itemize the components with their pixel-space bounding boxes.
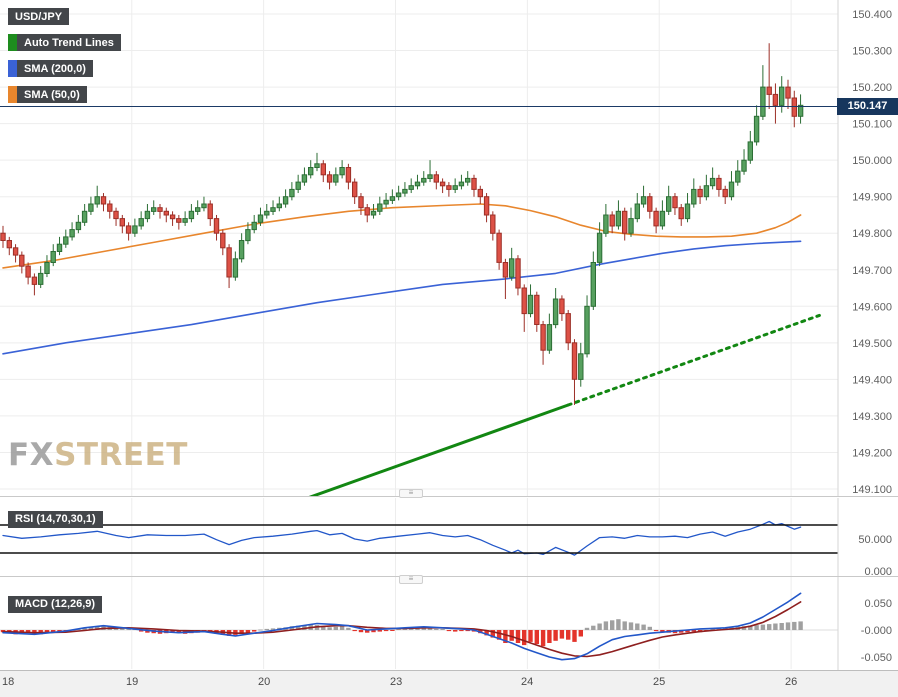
svg-text:149.900: 149.900 [852,192,892,204]
time-axis[interactable]: 18 19 20 23 24 25 26 [0,670,898,697]
macd-line [2,592,802,661]
svg-text:0.000: 0.000 [864,566,892,577]
overlay-badge-auto-trend-lines[interactable]: Auto Trend Lines [8,34,121,51]
sma-50-label: SMA (50,0) [17,86,87,103]
sma-200-line [2,240,802,355]
svg-text:149.300: 149.300 [852,411,892,423]
svg-text:149.500: 149.500 [852,338,892,350]
sma-200-color-chip [8,60,17,77]
price-gridlines [0,0,838,496]
panel-resize-handle-macd[interactable]: ≡ [399,575,423,584]
watermark-fx-text: FX [8,437,55,473]
svg-text:149.600: 149.600 [852,301,892,313]
macd-indicator-badge[interactable]: MACD (12,26,9) [8,596,103,613]
svg-text:0.050: 0.050 [864,598,892,610]
time-axis-label: 18 [2,676,15,688]
rsi-panel[interactable]: 50.000 0.000 [0,498,898,577]
macd-histogram [0,619,803,647]
time-axis-label: 24 [521,676,534,688]
svg-text:-0.050: -0.050 [861,652,892,664]
svg-text:149.200: 149.200 [852,447,892,459]
candlesticks [0,43,804,405]
symbol-badge[interactable]: USD/JPY [8,8,70,25]
time-axis-label: 23 [390,676,403,688]
svg-text:150.400: 150.400 [852,9,892,21]
svg-text:50.000: 50.000 [858,534,892,546]
svg-text:149.700: 149.700 [852,265,892,277]
svg-text:150.000: 150.000 [852,155,892,167]
symbol-label: USD/JPY [8,8,70,25]
watermark-street-text: STREET [54,437,188,473]
svg-text:149.800: 149.800 [852,228,892,240]
auto-trend-line [305,313,821,497]
fxstreet-watermark: FXSTREET [8,437,188,473]
panel-resize-handle-rsi[interactable]: ≡ [399,489,423,498]
svg-text:149.400: 149.400 [852,374,892,386]
svg-text:150.200: 150.200 [852,82,892,94]
macd-axis-labels: 0.050 -0.000 -0.050 [861,598,892,664]
chart-legend: USD/JPY Auto Trend Lines SMA (200,0) SMA… [8,8,121,112]
overlay-badge-sma-200[interactable]: SMA (200,0) [8,60,93,77]
time-axis-label: 19 [126,676,139,688]
svg-text:150.300: 150.300 [852,46,892,58]
sma-50-color-chip [8,86,17,103]
time-axis-label: 20 [258,676,271,688]
time-axis-label: 25 [653,676,666,688]
trend-lines-color-chip [8,34,17,51]
price-axis-labels: 150.400 150.300 150.200 150.100 150.000 149.9… [852,9,892,496]
last-price-badge: 150.147 [837,98,898,115]
macd-gridlines [0,577,838,669]
svg-text:150.100: 150.100 [852,119,892,131]
macd-panel[interactable]: 0.050 -0.000 -0.050 [0,577,898,670]
rsi-line [2,520,802,556]
sma-200-label: SMA (200,0) [17,60,93,77]
svg-text:149.100: 149.100 [852,484,892,496]
trend-lines-label: Auto Trend Lines [17,34,121,51]
overlay-badge-sma-50[interactable]: SMA (50,0) [8,86,87,103]
svg-text:-0.000: -0.000 [861,625,892,637]
sma-50-line [2,203,802,269]
rsi-level-lines [0,524,838,554]
rsi-gridlines [131,498,792,576]
time-axis-label: 26 [785,676,798,688]
rsi-axis-labels: 50.000 0.000 [858,534,892,577]
rsi-indicator-badge[interactable]: RSI (14,70,30,1) [8,511,103,528]
main-price-panel[interactable]: 150.400 150.300 150.200 150.100 150.000 149.9… [0,0,898,497]
